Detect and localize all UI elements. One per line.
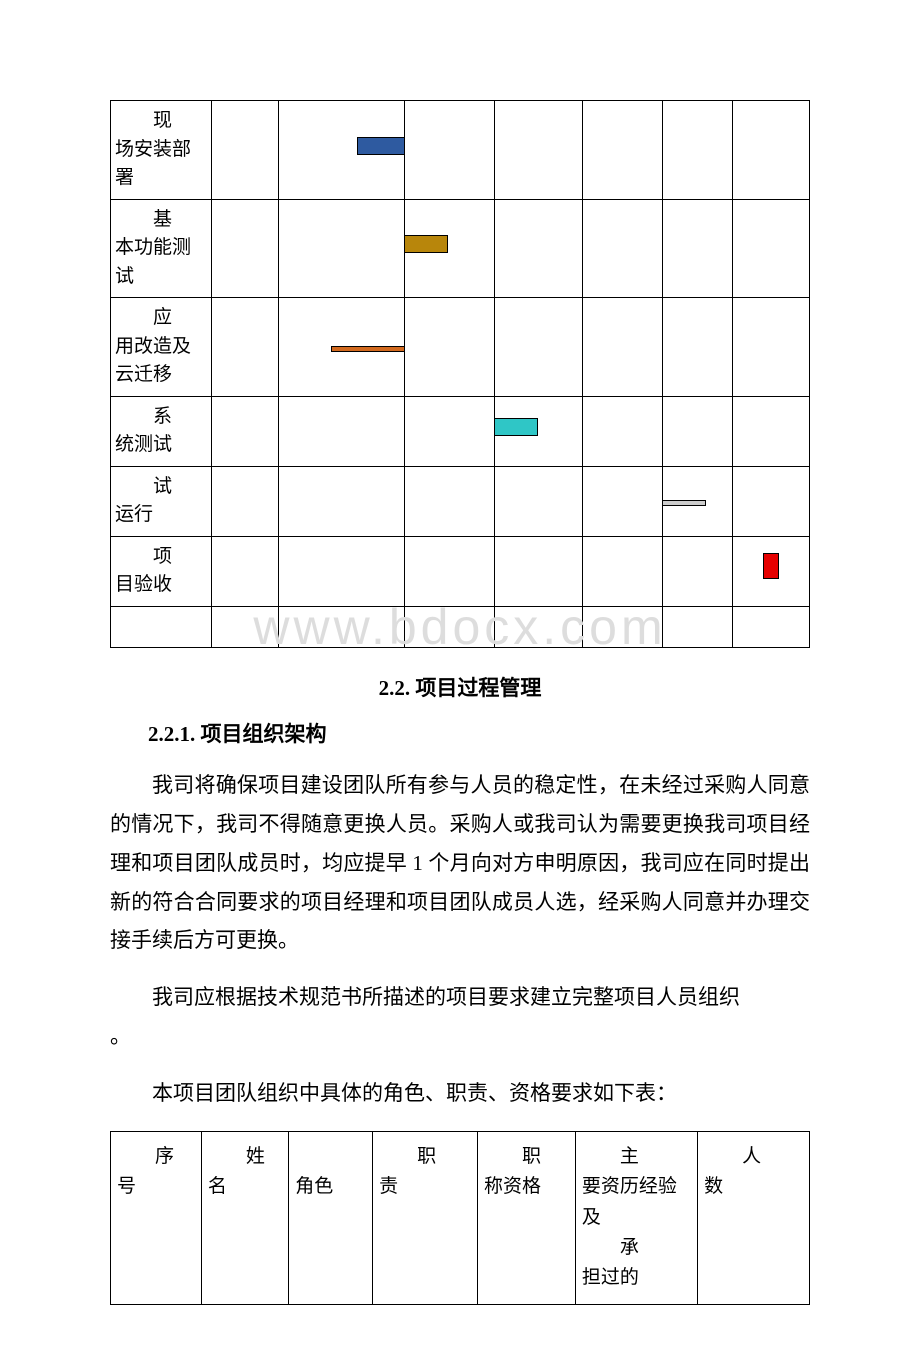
gantt-empty-cell — [663, 606, 733, 648]
gantt-empty-cell — [278, 199, 404, 298]
gantt-empty-cell — [495, 101, 582, 200]
roles-header-cell: 职责 — [373, 1131, 478, 1304]
gantt-empty-cell — [495, 536, 582, 606]
roles-header-row: 序号姓名角色职责职称资格主要资历经验及承担过的人数 — [111, 1131, 810, 1304]
gantt-empty-cell — [212, 298, 278, 397]
gantt-bar — [763, 553, 779, 579]
gantt-empty-cell — [582, 606, 662, 648]
gantt-empty-cell — [278, 536, 404, 606]
gantt-empty-cell — [404, 536, 495, 606]
gantt-row-label: 试运行 — [111, 466, 212, 536]
gantt-table: 现场安装部署 基本功能测试 应用改造及云迁移 系统测试 试运行 项目验收 — [110, 100, 810, 648]
paragraph-2-trailing: 。 — [110, 1017, 810, 1056]
gantt-empty-cell — [582, 536, 662, 606]
gantt-empty-cell — [495, 199, 582, 298]
gantt-empty-cell — [663, 298, 733, 397]
gantt-empty-cell — [582, 298, 662, 397]
gantt-row-label: 应用改造及云迁移 — [111, 298, 212, 397]
gantt-empty-cell — [404, 466, 495, 536]
gantt-row-label: 现场安装部署 — [111, 101, 212, 200]
gantt-bar-cell — [495, 396, 582, 466]
gantt-bar — [357, 137, 405, 155]
roles-header-cell: 人数 — [698, 1131, 810, 1304]
gantt-bar — [662, 500, 706, 506]
gantt-empty-cell — [495, 298, 582, 397]
gantt-empty-cell — [212, 606, 278, 648]
gantt-bar-cell — [278, 298, 404, 397]
gantt-empty-cell — [733, 466, 810, 536]
gantt-empty-cell — [495, 466, 582, 536]
roles-header-cell: 姓名 — [201, 1131, 288, 1304]
gantt-bar-cell — [404, 199, 495, 298]
paragraph-3: 本项目团队组织中具体的角色、职责、资格要求如下表： — [110, 1074, 810, 1113]
roles-table: 序号姓名角色职责职称资格主要资历经验及承担过的人数 — [110, 1131, 810, 1305]
paragraph-1: 我司将确保项目建设团队所有参与人员的稳定性，在未经过采购人同意的情况下，我司不得… — [110, 766, 810, 960]
gantt-row: 系统测试 — [111, 396, 810, 466]
roles-header-cell: 角色 — [289, 1131, 373, 1304]
gantt-empty-cell — [278, 606, 404, 648]
roles-header-cell: 主要资历经验及承担过的 — [575, 1131, 697, 1304]
gantt-empty-cell — [733, 606, 810, 648]
roles-header-cell: 序号 — [111, 1131, 202, 1304]
gantt-bar-cell — [663, 466, 733, 536]
gantt-blank-row — [111, 606, 810, 648]
gantt-row: 基本功能测试 — [111, 199, 810, 298]
gantt-empty-cell — [212, 101, 278, 200]
section-heading: 2.2. 项目过程管理 — [110, 672, 810, 702]
gantt-empty-cell — [212, 396, 278, 466]
gantt-row: 试运行 — [111, 466, 810, 536]
gantt-empty-cell — [733, 101, 810, 200]
gantt-empty-cell — [278, 396, 404, 466]
gantt-empty-cell — [404, 396, 495, 466]
gantt-empty-cell — [663, 396, 733, 466]
gantt-empty-cell — [212, 199, 278, 298]
gantt-empty-cell — [404, 298, 495, 397]
gantt-row: 现场安装部署 — [111, 101, 810, 200]
roles-header-cell: 职称资格 — [477, 1131, 575, 1304]
gantt-empty-cell — [582, 466, 662, 536]
paragraph-2: 我司应根据技术规范书所描述的项目要求建立完整项目人员组织 — [110, 978, 810, 1017]
gantt-empty-cell — [212, 466, 278, 536]
gantt-bar-cell — [278, 101, 404, 200]
gantt-empty-cell — [278, 466, 404, 536]
gantt-empty-cell — [663, 199, 733, 298]
gantt-bar — [494, 418, 538, 436]
gantt-empty-cell — [582, 101, 662, 200]
gantt-empty-cell — [582, 199, 662, 298]
gantt-row-label: 系统测试 — [111, 396, 212, 466]
gantt-row-label: 基本功能测试 — [111, 199, 212, 298]
gantt-empty-cell — [582, 396, 662, 466]
gantt-row: 项目验收 — [111, 536, 810, 606]
gantt-empty-cell — [733, 396, 810, 466]
document-page: www.bdocx.com 现场安装部署 基本功能测试 应用改造及云迁移 系统测… — [0, 0, 920, 1345]
subsection-heading: 2.2.1. 项目组织架构 — [148, 718, 810, 748]
gantt-bar — [331, 346, 405, 352]
gantt-empty-cell — [404, 101, 495, 200]
gantt-empty-cell — [212, 536, 278, 606]
gantt-row-label: 项目验收 — [111, 536, 212, 606]
gantt-empty-cell — [663, 101, 733, 200]
gantt-empty-cell — [111, 606, 212, 648]
gantt-empty-cell — [733, 298, 810, 397]
gantt-empty-cell — [733, 199, 810, 298]
gantt-empty-cell — [404, 606, 495, 648]
gantt-row: 应用改造及云迁移 — [111, 298, 810, 397]
gantt-empty-cell — [495, 606, 582, 648]
gantt-bar-cell — [733, 536, 810, 606]
gantt-empty-cell — [663, 536, 733, 606]
gantt-bar — [404, 235, 448, 253]
